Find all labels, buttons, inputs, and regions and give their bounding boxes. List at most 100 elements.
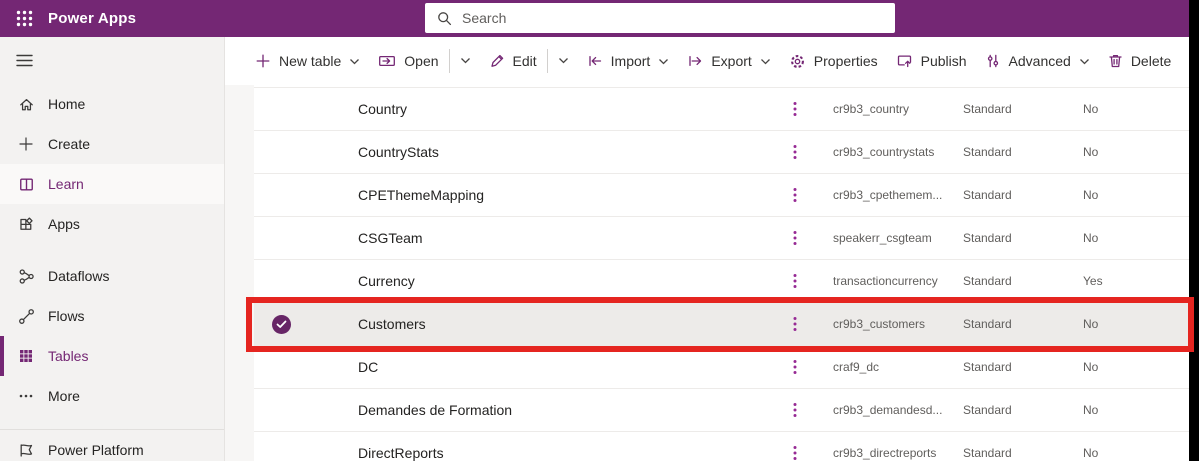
table-managed: No [1083, 231, 1099, 245]
trash-icon [1108, 53, 1123, 69]
sidebar-item-more[interactable]: More [0, 376, 224, 416]
dataflows-icon [16, 268, 36, 285]
command-bar: New table Open Edit [225, 37, 1189, 85]
sidebar-item-label: Dataflows [48, 268, 110, 284]
row-context-menu-button[interactable] [793, 359, 825, 375]
table-internal-name: cr9b3_customers [833, 317, 926, 331]
import-button[interactable]: Import [578, 44, 679, 78]
chevron-down-icon [760, 57, 771, 66]
search-icon [438, 11, 452, 25]
export-arrow-icon [687, 53, 703, 69]
apps-icon [16, 216, 36, 233]
table-type: Standard [963, 317, 1012, 331]
row-context-menu-button[interactable] [793, 187, 825, 203]
button-label: Export [711, 53, 752, 69]
table-row[interactable]: Demandes de Formation cr9b3_demandesd...… [254, 388, 1189, 431]
app-top-bar: Power Apps [0, 0, 1189, 37]
table-row[interactable]: Currency transactioncurrency Standard Ye… [254, 259, 1189, 302]
table-row[interactable]: CSGTeam speakerr_csgteam Standard No [254, 216, 1189, 259]
table-type: Standard [963, 102, 1012, 116]
book-icon [16, 176, 36, 193]
table-managed: No [1083, 360, 1099, 374]
power-platform-icon [16, 442, 36, 459]
edit-dropdown-button[interactable] [549, 44, 578, 78]
sidebar-item-tables[interactable]: Tables [0, 336, 224, 376]
table-type: Standard [963, 188, 1012, 202]
sidebar-item-apps[interactable]: Apps [0, 204, 224, 244]
button-label: New table [279, 53, 342, 69]
table-internal-name: cr9b3_demandesd... [833, 403, 943, 417]
table-type: Standard [963, 231, 1012, 245]
table-type: Standard [963, 274, 1012, 288]
chevron-down-icon [1079, 57, 1090, 66]
sidebar-item-power-platform[interactable]: Power Platform [0, 430, 224, 461]
flows-icon [16, 308, 36, 325]
row-context-menu-button[interactable] [793, 445, 825, 461]
publish-button[interactable]: Publish [887, 44, 976, 78]
table-row[interactable]: CPEThemeMapping cr9b3_cpethemem... Stand… [254, 173, 1189, 216]
table-name: DirectReports [358, 445, 444, 461]
table-row[interactable]: CountryStats cr9b3_countrystats Standard… [254, 130, 1189, 173]
table-internal-name: speakerr_csgteam [833, 231, 932, 245]
sidebar-item-home[interactable]: Home [0, 84, 224, 124]
sidebar-item-label: More [48, 388, 80, 404]
table-row[interactable]: DirectReports cr9b3_directreports Standa… [254, 431, 1189, 461]
search-input[interactable] [462, 10, 883, 26]
row-context-menu-button[interactable] [793, 402, 825, 418]
left-navigation: Home Create Learn Apps Dataflows [0, 37, 225, 461]
button-label: Import [610, 53, 651, 69]
advanced-button[interactable]: Advanced [976, 44, 1099, 78]
row-context-menu-button[interactable] [793, 273, 825, 289]
open-dropdown-button[interactable] [451, 44, 480, 78]
sidebar-item-flows[interactable]: Flows [0, 296, 224, 336]
sidebar-spacer [0, 244, 224, 256]
button-label: Publish [920, 53, 967, 69]
toolbar-divider [448, 49, 450, 73]
search-box[interactable] [425, 3, 895, 33]
app-title: Power Apps [48, 10, 137, 27]
sidebar-item-label: Home [48, 96, 86, 112]
edit-button[interactable]: Edit [480, 44, 546, 78]
table-internal-name: cr9b3_country [833, 102, 910, 116]
table-name: Currency [358, 273, 415, 289]
table-name: CSGTeam [358, 230, 423, 246]
button-label: Advanced [1008, 53, 1071, 69]
table-internal-name: cr9b3_countrystats [833, 145, 935, 159]
table-managed: No [1083, 403, 1099, 417]
sidebar-divider [0, 429, 224, 430]
sidebar-item-learn[interactable]: Learn [0, 164, 224, 204]
import-arrow-icon [587, 53, 603, 69]
delete-button[interactable]: Delete [1099, 44, 1180, 78]
properties-button[interactable]: Properties [780, 44, 887, 78]
table-row-selected[interactable]: Customers cr9b3_customers Standard No [254, 302, 1189, 345]
sidebar-item-create[interactable]: Create [0, 124, 224, 164]
row-context-menu-button[interactable] [793, 144, 825, 160]
table-managed: No [1083, 102, 1099, 116]
table-name: CPEThemeMapping [358, 187, 485, 203]
table-internal-name: craf9_dc [833, 360, 880, 374]
new-table-button[interactable]: New table [246, 44, 369, 78]
hamburger-menu-button[interactable] [0, 37, 224, 84]
table-name: Customers [358, 316, 426, 332]
table-internal-name: cr9b3_cpethemem... [833, 188, 943, 202]
waffle-menu-button[interactable] [0, 0, 48, 37]
table-managed: No [1083, 446, 1099, 460]
row-context-menu-button[interactable] [793, 101, 825, 117]
hamburger-icon [16, 54, 33, 67]
chevron-down-icon [558, 52, 569, 70]
content-gutter [225, 85, 254, 461]
row-context-menu-button[interactable] [793, 316, 825, 332]
row-select-cell[interactable] [254, 314, 358, 334]
table-row[interactable]: Country cr9b3_country Standard No [254, 87, 1189, 130]
table-row[interactable]: DC craf9_dc Standard No [254, 345, 1189, 388]
pencil-icon [489, 53, 505, 69]
export-button[interactable]: Export [678, 44, 779, 78]
sidebar-item-label: Tables [48, 348, 89, 364]
button-label: Properties [813, 53, 878, 69]
screen-edge-black-bar [1189, 0, 1199, 461]
table-managed: No [1083, 188, 1099, 202]
selected-check-icon[interactable] [272, 314, 291, 334]
row-context-menu-button[interactable] [793, 230, 825, 246]
open-button[interactable]: Open [369, 44, 447, 78]
sidebar-item-dataflows[interactable]: Dataflows [0, 256, 224, 296]
